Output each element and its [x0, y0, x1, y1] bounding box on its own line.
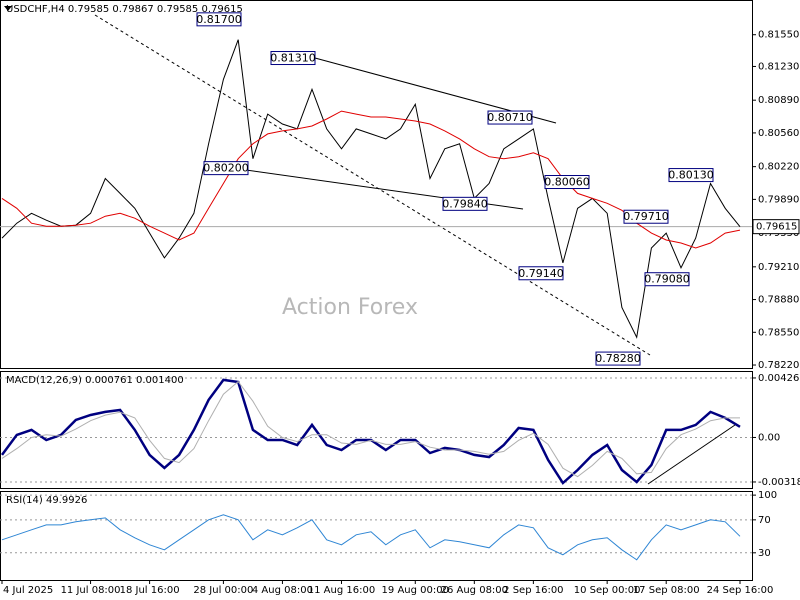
annotation-box — [644, 272, 690, 287]
annotation-label: 0.79840 — [442, 197, 488, 210]
panel — [0, 491, 753, 581]
x-tick-label: 28 Jul 00:00 — [193, 585, 253, 596]
annotation-label: 0.81700 — [196, 13, 242, 26]
x-tick-label: 24 Sep 16:00 — [707, 585, 774, 596]
y-tick-label: 0.80220 — [758, 162, 799, 173]
x-tick-label: 17 Sep 08:00 — [633, 585, 700, 596]
annotation-label: 0.79710 — [623, 210, 669, 223]
x-tick-label: 26 Aug 08:00 — [441, 585, 508, 596]
series-line — [1, 110, 741, 249]
y-tick-label: 100 — [758, 490, 777, 501]
x-tick-label: 11 Aug 16:00 — [308, 585, 375, 596]
y-tick-label: 0.81230 — [758, 61, 799, 72]
y-tick-label: 0.00 — [758, 432, 780, 443]
annotation-box — [203, 161, 249, 176]
y-tick-label: 0.80560 — [758, 128, 799, 139]
y-tick-label: 0.004262 — [758, 373, 800, 384]
y-tick-label: 0.78550 — [758, 327, 799, 338]
panel-title: MACD(12,26,9) 0.000761 0.001400 — [6, 375, 184, 386]
last-price-box — [752, 219, 800, 235]
y-tick-label: -0.003188 — [758, 477, 800, 488]
trend-line — [94, 14, 651, 356]
y-tick-label: 0.79890 — [758, 194, 799, 205]
annotation-label: 0.81310 — [270, 52, 316, 65]
y-tick-label: 0.80890 — [758, 95, 799, 106]
x-tick-label: 18 Jul 16:00 — [120, 585, 180, 596]
x-tick-label: 2 Sep 16:00 — [503, 585, 563, 596]
x-tick-label: 4 Aug 08:00 — [252, 585, 313, 596]
y-tick-label: 0.78220 — [758, 360, 799, 371]
annotation-label: 0.80200 — [203, 162, 249, 175]
x-tick-label: 11 Jul 08:00 — [61, 585, 121, 596]
annotation-label: 0.78280 — [595, 352, 641, 365]
panel — [0, 371, 753, 489]
y-tick-label: 30 — [758, 548, 771, 559]
annotation-label: 0.80710 — [487, 111, 533, 124]
annotation-box — [518, 266, 564, 281]
annotation-box — [595, 351, 641, 366]
series-line — [1, 514, 741, 561]
annotation-box — [270, 51, 316, 66]
panel-title: RSI(14) 49.9926 — [6, 495, 87, 506]
series-line — [1, 39, 741, 339]
annotation-box — [544, 175, 590, 190]
y-tick-label: 0.78880 — [758, 295, 799, 306]
watermark: Action Forex — [282, 295, 418, 320]
y-tick-label: 0.81550 — [758, 30, 799, 41]
annotation-box — [487, 110, 533, 125]
annotation-box — [442, 196, 488, 211]
menu-icon — [4, 6, 12, 11]
annotation-box — [196, 12, 242, 27]
annotation-box — [623, 209, 669, 224]
y-tick-label: 0.79210 — [758, 262, 799, 273]
last-price-label: 0.79615 — [756, 222, 797, 233]
annotation-label: 0.79140 — [518, 267, 564, 280]
series-line — [1, 380, 740, 478]
x-tick-label: 10 Sep 00:00 — [574, 585, 641, 596]
panel — [0, 0, 753, 369]
annotation-box — [668, 168, 714, 183]
annotation-label: 0.80130 — [668, 169, 714, 182]
panel-title: USDCHF,H4 0.79585 0.79867 0.79585 0.7961… — [6, 4, 243, 15]
annotation-label: 0.79080 — [644, 273, 690, 286]
y-tick-label: 70 — [758, 515, 771, 526]
x-tick-label: 19 Aug 00:00 — [382, 585, 449, 596]
trend-line — [647, 424, 736, 485]
annotation-label: 0.80060 — [544, 176, 590, 189]
x-tick-label: 4 Jul 2025 — [3, 585, 53, 596]
